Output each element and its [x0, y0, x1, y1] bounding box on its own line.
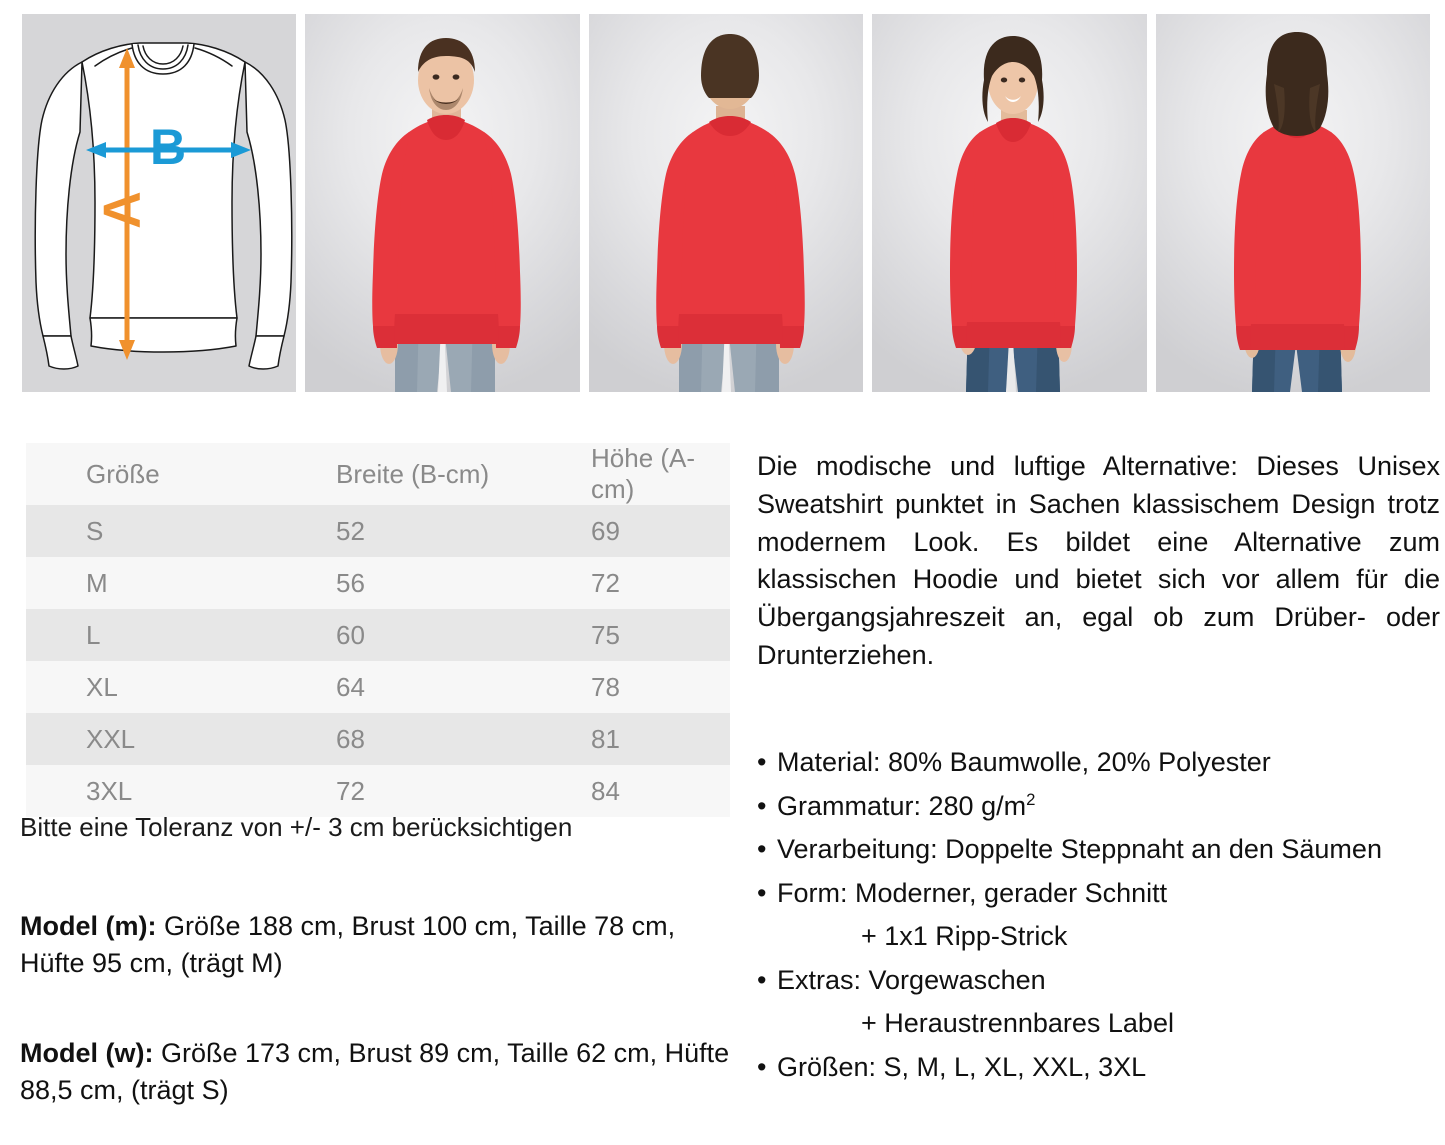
- list-item: • Extras: Vorgewaschen: [757, 963, 1440, 998]
- model-female-label: Model (w):: [20, 1038, 154, 1068]
- cell-height: 75: [591, 619, 620, 650]
- table-row: M 56 72: [26, 557, 730, 609]
- feature-superscript: 2: [1026, 789, 1036, 809]
- cell-height: 84: [591, 775, 620, 806]
- height-label-a: A: [94, 191, 152, 229]
- cell-height: 78: [591, 671, 620, 702]
- tolerance-note: Bitte eine Toleranz von +/- 3 cm berücks…: [20, 812, 573, 842]
- cell-size: 3XL: [86, 775, 133, 806]
- list-item: • Verarbeitung: Doppelte Steppnaht an de…: [757, 832, 1440, 867]
- width-measure-arrow: [86, 142, 251, 158]
- cell-width: 72: [336, 775, 365, 806]
- table-row: XXL 68 81: [26, 713, 730, 765]
- model-male-text: Größe 188 cm, Brust 100 cm, Taille 78 cm…: [20, 911, 676, 979]
- panel-male-back: [588, 14, 864, 392]
- table-row: 3XL 72 84: [26, 765, 730, 817]
- feature-text: Grammatur: 280 g/m2: [777, 789, 1440, 824]
- cell-height: 72: [591, 567, 620, 598]
- cell-height: 69: [591, 515, 620, 546]
- panel-male-front: [305, 14, 580, 392]
- feature-subline: + Heraustrennbares Label: [861, 1008, 1174, 1039]
- table-row: XL 64 78: [26, 661, 730, 713]
- width-label-b: B: [150, 119, 186, 175]
- feature-text: Material: 80% Baumwolle, 20% Polyester: [777, 747, 1271, 777]
- feature-text: Form: Moderner, gerader Schnitt: [777, 877, 1168, 908]
- cell-width: 68: [336, 723, 365, 754]
- feature-text-main: Grammatur: 280 g/m: [777, 790, 1027, 821]
- model-male-info: Model (m): Größe 188 cm, Brust 100 cm, T…: [20, 908, 740, 983]
- product-image-strip: A B: [22, 14, 1431, 392]
- model-female-info: Model (w): Größe 173 cm, Brust 89 cm, Ta…: [20, 1035, 740, 1110]
- male-back-figure: [656, 34, 805, 392]
- product-description: Die modische und luftige Alternative: Di…: [757, 451, 1440, 670]
- list-item: • Material: 80% Baumwolle, 20% Polyester: [757, 745, 1440, 780]
- feature-text: Extras: Vorgewaschen: [777, 964, 1046, 995]
- cell-width: 64: [336, 671, 365, 702]
- cell-width: 56: [336, 567, 365, 598]
- feature-text: Größen: S, M, L, XL, XXL, 3XL: [777, 1051, 1147, 1082]
- feature-list: • Material: 80% Baumwolle, 20% Polyester…: [757, 745, 1440, 1093]
- model-female-text: Größe 173 cm, Brust 89 cm, Taille 62 cm,…: [20, 1038, 730, 1106]
- bullet-icon: •: [757, 1051, 767, 1082]
- panel-female-back: [1155, 14, 1431, 392]
- bullet-icon: •: [757, 747, 767, 777]
- bullet-icon: •: [757, 834, 767, 865]
- cell-width: 60: [336, 619, 365, 650]
- bullet-icon: •: [757, 964, 767, 995]
- female-front-figure: [950, 36, 1078, 392]
- size-table: Größe Breite (B-cm) Höhe (A-cm) S 52 69 …: [26, 443, 730, 817]
- list-item: • Form: Moderner, gerader Schnitt: [757, 876, 1440, 911]
- cell-height: 81: [591, 723, 620, 754]
- cell-size: L: [86, 619, 101, 650]
- feature-text: Verarbeitung: Doppelte Steppnaht an den …: [777, 834, 1382, 865]
- height-measure-arrow: [119, 48, 135, 360]
- table-row: S 52 69: [26, 505, 730, 557]
- sweatshirt-technical-diagram: A B: [34, 42, 293, 370]
- list-item: • Grammatur: 280 g/m2: [757, 789, 1440, 824]
- cell-size: S: [86, 515, 104, 546]
- header-height: Höhe (A-cm): [591, 443, 696, 504]
- feature-subline: + 1x1 Ripp-Strick: [861, 921, 1068, 952]
- header-width: Breite (B-cm): [336, 458, 490, 489]
- table-row: L 60 75: [26, 609, 730, 661]
- list-item: • Größen: S, M, L, XL, XXL, 3XL: [757, 1050, 1440, 1085]
- cell-size: XL: [86, 671, 118, 702]
- cell-size: XXL: [86, 723, 136, 754]
- header-size: Größe: [86, 458, 160, 489]
- model-male-label: Model (m):: [20, 911, 157, 941]
- table-header-row: Größe Breite (B-cm) Höhe (A-cm): [26, 443, 730, 505]
- bullet-icon: •: [757, 790, 767, 821]
- panel-female-front: [872, 14, 1147, 392]
- panel-technical-drawing: A B: [22, 14, 297, 392]
- female-back-figure: [1233, 32, 1361, 392]
- cell-width: 52: [336, 515, 365, 546]
- cell-size: M: [86, 567, 108, 598]
- bullet-icon: •: [757, 877, 767, 908]
- male-front-figure: [372, 38, 522, 392]
